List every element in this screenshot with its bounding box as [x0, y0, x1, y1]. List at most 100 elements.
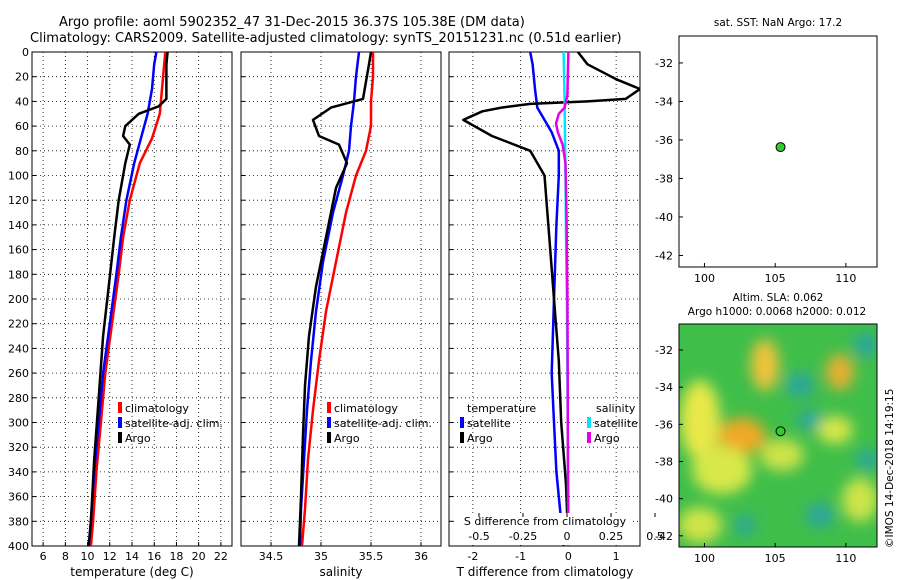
- series-line-satellite-adj-clim-: [298, 52, 361, 546]
- salinity-series: [297, 52, 375, 546]
- map-y-tick-label: -38: [655, 456, 673, 469]
- x-tick-label: 34.5: [259, 550, 284, 563]
- s-diff-axis-label: S difference from climatology: [464, 515, 627, 528]
- y-tick-label: 300: [8, 417, 29, 430]
- legend-label-argo: Argo: [334, 432, 360, 445]
- legend-title-salinity: salinity: [596, 402, 636, 415]
- map-y-tick-label: -36: [655, 134, 673, 147]
- difference-panel: -2 -1 0 1 T difference from climatology S d…: [448, 51, 664, 579]
- y-tick-label: 80: [15, 145, 29, 158]
- x-tick-label: 35.5: [359, 550, 384, 563]
- y-tick-label: 100: [8, 170, 29, 183]
- y-tick-label: 40: [15, 95, 29, 108]
- argo-location-marker: [775, 426, 786, 437]
- argo-location-marker: [775, 142, 786, 153]
- x-tick-label: 35: [314, 550, 328, 563]
- sst-map-ticks: 100 105 110 -32 -34 -36 -38 -40 -42: [655, 57, 856, 285]
- legend-label-argo: Argo: [125, 432, 151, 445]
- series-line-salinity-argo: [554, 52, 570, 546]
- x-tick-label: 14: [125, 550, 139, 563]
- sst-map-title: sat. SST: NaN Argo: 17.2: [714, 17, 842, 29]
- legend-title-temperature: temperature: [467, 402, 536, 415]
- s-diff-tick-label: 0.5: [646, 530, 664, 543]
- sla-map-title: Altim. SLA: 0.062: [733, 292, 824, 304]
- sst-map-panel: sat. SST: NaN Argo: 17.2 100 105 110 -32 -34…: [655, 17, 878, 285]
- y-tick-label: 260: [8, 367, 29, 380]
- y-tick-label: 120: [8, 194, 29, 207]
- difference-ticks: -2 -1 0 1: [449, 51, 620, 563]
- s-diff-tick-label: -0.5: [468, 530, 489, 543]
- legend-swatch-climatology: [118, 402, 122, 413]
- legend-swatch-satellite: [327, 417, 331, 428]
- title-line-1: Argo profile: aoml 5902352_47 31-Dec-201…: [59, 15, 525, 30]
- legend-label-s-argo: Argo: [594, 432, 620, 445]
- y-tick-label: 380: [8, 515, 29, 528]
- difference-xlabel: T difference from climatology: [456, 565, 634, 579]
- sst-map-points: [775, 142, 786, 153]
- legend-swatch-s-argo: [587, 432, 591, 443]
- y-tick-label: 180: [8, 268, 29, 281]
- salinity-legend: climatology satellite-adj. clim. Argo: [327, 402, 432, 445]
- temperature-xlabel: temperature (deg C): [70, 565, 193, 579]
- x-tick-label: 22: [214, 550, 228, 563]
- difference-series: [462, 52, 640, 546]
- map-y-tick-label: -38: [655, 172, 673, 185]
- x-tick-label: -2: [467, 550, 478, 563]
- y-tick-label: 0: [22, 46, 29, 59]
- sla-heatmap: [679, 324, 877, 547]
- y-tick-label: 240: [8, 342, 29, 355]
- map-x-tick-label: 100: [694, 272, 715, 285]
- x-tick-label: 16: [147, 550, 161, 563]
- y-tick-label: 340: [8, 466, 29, 479]
- x-tick-label: 12: [103, 550, 117, 563]
- x-tick-label: -1: [515, 550, 526, 563]
- map-y-tick-label: -40: [655, 493, 673, 506]
- legend-label-s-satellite: satellite: [594, 417, 638, 430]
- legend-label-satellite: satellite-adj. clim.: [334, 417, 432, 430]
- sla-map-panel: Altim. SLA: 0.062 Argo h1000: 0.0068 h20…: [655, 292, 878, 565]
- x-tick-label: 8: [62, 550, 69, 563]
- salinity-xlabel: salinity: [319, 565, 362, 579]
- y-tick-label: 200: [8, 293, 29, 306]
- x-tick-label: 20: [192, 550, 206, 563]
- legend-label-t-argo: Argo: [467, 432, 493, 445]
- legend-swatch-t-argo: [460, 432, 464, 443]
- temperature-panel: 0 20 40 60 80 100 120 140 160 180 200 220 240 260 280 3…: [8, 46, 233, 579]
- y-tick-label: 360: [8, 491, 29, 504]
- salinity-ticks: 34.5 35 35.5 36: [241, 51, 428, 563]
- y-tick-label: 400: [8, 540, 29, 553]
- temperature-legend: climatology satellite-adj. clim. Argo: [118, 402, 223, 445]
- difference-legend: temperature satellite Argo salinity sate…: [460, 402, 638, 445]
- y-tick-label: 140: [8, 219, 29, 232]
- legend-swatch-argo: [327, 432, 331, 443]
- s-diff-tick-label: -0.25: [509, 530, 537, 543]
- y-tick-label: 20: [15, 71, 29, 84]
- y-tick-label: 160: [8, 244, 29, 257]
- s-diff-tick-label: 0: [564, 530, 571, 543]
- map-y-tick-label: -40: [655, 211, 673, 224]
- legend-swatch-argo: [118, 432, 122, 443]
- map-y-tick-label: -32: [655, 344, 673, 357]
- y-tick-label: 280: [8, 392, 29, 405]
- sla-map-subtitle: Argo h1000: 0.0068 h2000: 0.012: [688, 306, 866, 318]
- x-tick-label: 18: [169, 550, 183, 563]
- map-y-tick-label: -34: [655, 95, 673, 108]
- x-tick-label: 0: [565, 550, 572, 563]
- map-y-tick-label: -42: [655, 249, 673, 262]
- sla-map-ticks: 100 105 110 -32 -34 -36 -38 -40 -42: [655, 344, 856, 565]
- s-diff-tick-label: 0.25: [599, 530, 624, 543]
- legend-swatch-satellite: [118, 417, 122, 428]
- map-y-tick-label: -34: [655, 381, 673, 394]
- x-tick-label: 6: [40, 550, 47, 563]
- map-x-tick-label: 105: [765, 272, 786, 285]
- temperature-ticks: 0 20 40 60 80 100 120 140 160 180 200 220 240 260 280 3…: [8, 46, 228, 563]
- map-y-tick-label: -42: [655, 530, 673, 543]
- series-line-argo: [297, 52, 373, 546]
- series-line-temperature-argo: [462, 52, 640, 546]
- x-tick-label: 36: [414, 550, 428, 563]
- temperature-series: [87, 52, 169, 546]
- y-tick-label: 60: [15, 120, 29, 133]
- legend-swatch-s-satellite: [587, 417, 591, 428]
- series-line-argo: [87, 52, 169, 546]
